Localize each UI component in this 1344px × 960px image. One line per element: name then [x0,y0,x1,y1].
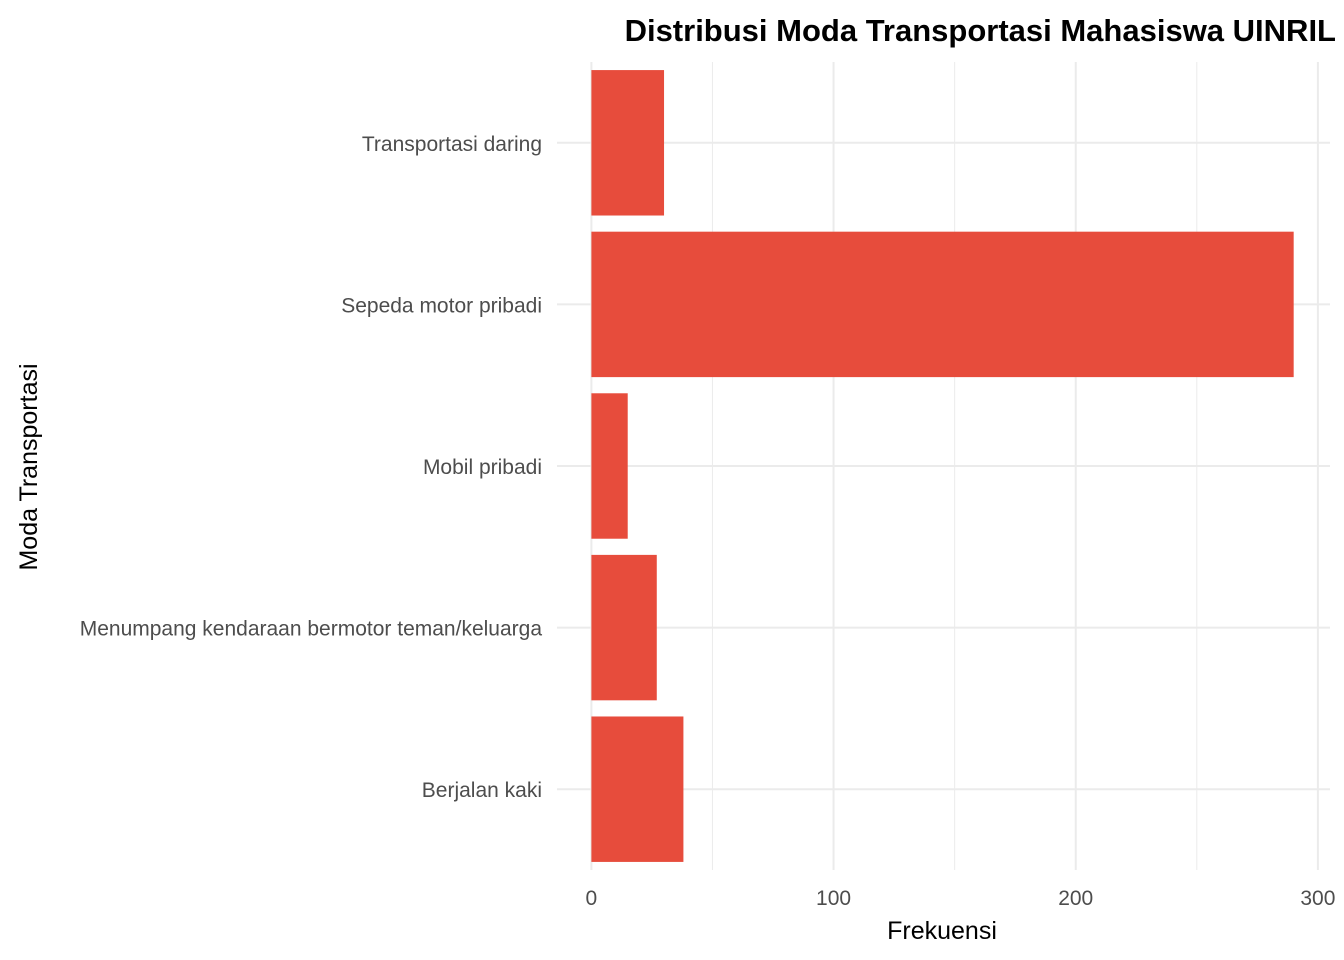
bar [591,716,684,862]
y-tick-labels: Transportasi daring Sepeda motor pribadi M… [80,133,543,802]
y-tick-label: Mobil pribadi [423,456,542,479]
y-tick-label: Berjalan kaki [422,779,542,802]
bar [591,231,1294,378]
bar [591,70,665,216]
bar [591,554,657,701]
y-tick-label: Transportasi daring [362,133,542,156]
x-tick-label: 300 [1300,887,1335,910]
y-tick-label: Menumpang kendaraan bermotor teman/kelua… [80,618,543,641]
chart-title: Distribusi Moda Transportasi Mahasiswa U… [625,13,1336,48]
x-tick-label: 100 [816,887,851,910]
x-tick-label: 200 [1058,887,1093,910]
bar [591,393,628,539]
bars [591,70,1294,862]
x-tick-label: 0 [586,887,598,910]
x-axis-title: Frekuensi [887,917,997,945]
y-axis-title: Moda Transportasi [15,363,43,570]
x-tick-labels: 0 100 200 300 [586,887,1336,910]
y-tick-label: Sepeda motor pribadi [341,294,542,317]
